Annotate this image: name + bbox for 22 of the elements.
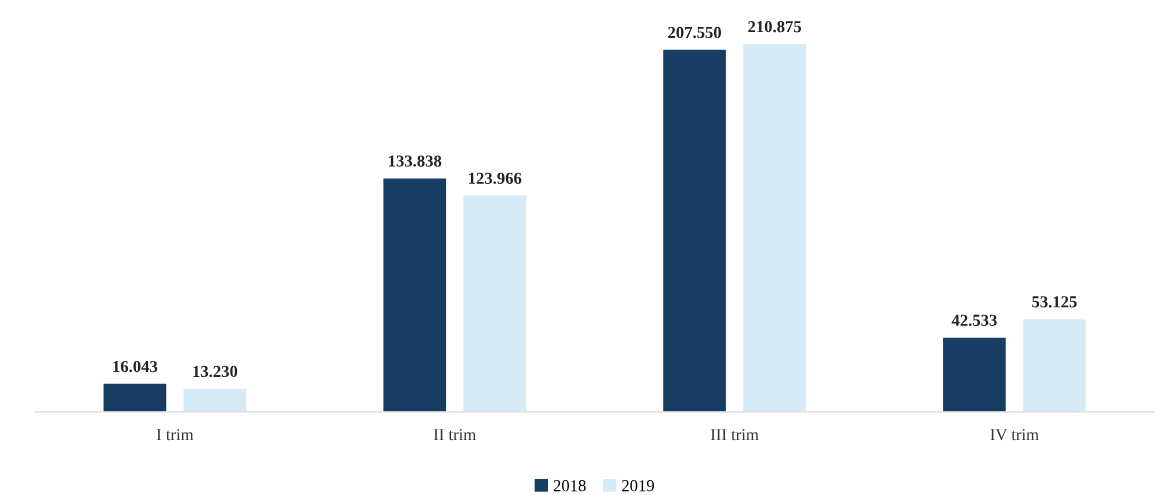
data-label: 207.550 xyxy=(668,26,722,39)
data-label: 42.533 xyxy=(951,314,997,326)
x-tick-label: III trim xyxy=(710,429,759,441)
bar xyxy=(383,178,447,412)
data-label: 123.966 xyxy=(469,172,522,184)
data-label: 133.838 xyxy=(388,155,442,167)
bar xyxy=(463,195,527,412)
bar xyxy=(1023,319,1086,412)
bar xyxy=(743,44,806,412)
x-tick-label: II trim xyxy=(433,429,476,441)
bar xyxy=(663,49,726,412)
x-tick-label: I trim xyxy=(156,429,194,441)
x-tick-label: IV trim xyxy=(990,429,1039,441)
data-label: 53.125 xyxy=(1032,296,1077,308)
data-label: 13.230 xyxy=(193,365,238,378)
bar xyxy=(183,388,247,412)
data-label: 16.043 xyxy=(113,360,158,373)
legend-label: 2018 xyxy=(553,480,586,492)
legend-label: 2019 xyxy=(622,480,654,492)
bar xyxy=(103,383,167,412)
data-label: 210.875 xyxy=(748,21,802,33)
bar xyxy=(943,337,1006,412)
